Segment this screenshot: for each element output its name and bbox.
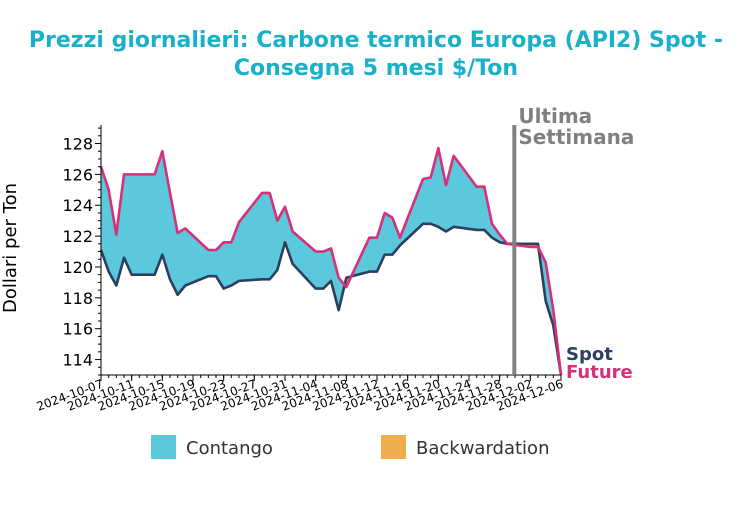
last-week-label-line-1: Ultima bbox=[518, 104, 592, 128]
legend: Contango Backwardation bbox=[151, 435, 549, 459]
contango-segment bbox=[453, 154, 477, 231]
series-label-future: Future bbox=[566, 362, 633, 383]
y-tick-label: 116 bbox=[62, 320, 93, 339]
contango-segment bbox=[315, 251, 324, 289]
x-axis: 2024-10-072024-10-112024-10-152024-10-19… bbox=[35, 374, 565, 414]
contango-segment bbox=[369, 237, 378, 272]
legend-label-contango: Contango bbox=[186, 438, 273, 459]
y-tick-label: 120 bbox=[62, 258, 93, 277]
series-line-spot bbox=[99, 222, 563, 376]
contango-segment bbox=[208, 249, 217, 277]
contango-segment bbox=[131, 174, 155, 275]
legend-swatch-contango bbox=[151, 435, 176, 459]
contango-segment bbox=[223, 241, 232, 290]
last-week-label-line-2: Settimana bbox=[518, 125, 634, 149]
contango-segment bbox=[422, 177, 431, 225]
contango-segment bbox=[177, 227, 186, 296]
y-tick-label: 114 bbox=[62, 351, 93, 370]
chart-title-line-2: Consegna 5 mesi $/Ton bbox=[234, 56, 518, 81]
series-lines bbox=[99, 146, 563, 376]
y-axis-label: Dollari per Ton bbox=[0, 183, 21, 313]
contango-area bbox=[100, 148, 562, 376]
y-tick-label: 122 bbox=[62, 227, 93, 246]
contango-segment bbox=[384, 212, 393, 255]
legend-label-backwardation: Backwardation bbox=[416, 438, 549, 459]
y-tick-label: 128 bbox=[62, 135, 93, 154]
y-tick-label: 126 bbox=[62, 165, 93, 184]
y-tick-label: 124 bbox=[62, 196, 93, 215]
y-axis: 114 116 118 120 122 124 126 128 bbox=[62, 125, 102, 376]
y-tick-label: 118 bbox=[62, 289, 93, 308]
contango-segment bbox=[261, 192, 270, 280]
series-line-future bbox=[99, 146, 563, 376]
contango-segment bbox=[476, 186, 485, 231]
series-label-spot: Spot bbox=[566, 344, 613, 365]
chart-title-line-1: Prezzi giornalieri: Carbone termico Euro… bbox=[29, 28, 723, 53]
legend-swatch-backwardation bbox=[381, 435, 406, 459]
